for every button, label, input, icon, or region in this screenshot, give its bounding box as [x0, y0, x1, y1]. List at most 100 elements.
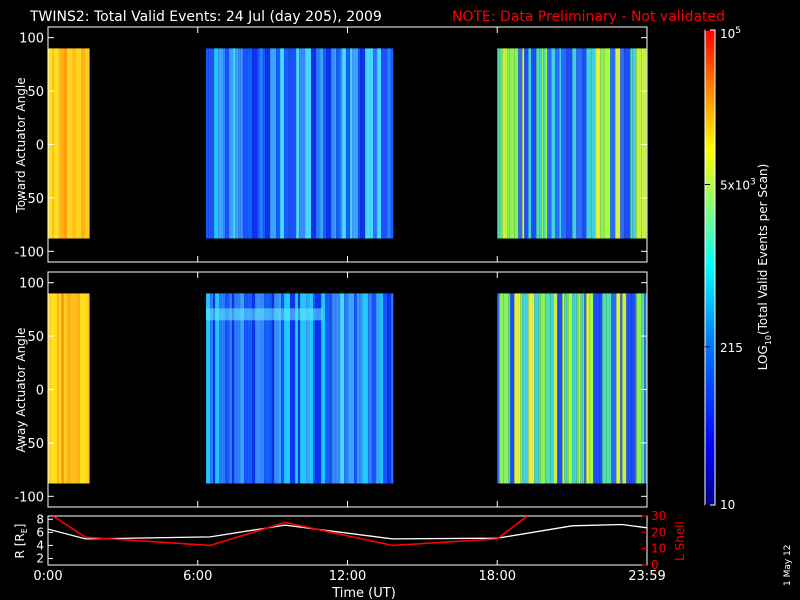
away-streak	[59, 293, 61, 484]
away-streak	[48, 293, 51, 484]
away-streak	[572, 293, 577, 484]
toward-streak	[641, 48, 647, 239]
away-streak	[255, 293, 262, 484]
toward-streak	[280, 48, 285, 239]
away-streak	[557, 293, 563, 484]
toward-streak	[360, 48, 366, 239]
away-data-block	[497, 293, 648, 484]
ephemeris-frame	[47, 515, 648, 566]
away-streak	[636, 293, 642, 484]
away-streak	[534, 293, 539, 484]
toward-streak	[87, 48, 90, 239]
away-streak	[514, 293, 521, 484]
toward-data-block	[497, 48, 648, 239]
toward-streak	[522, 48, 525, 239]
toward-streak	[561, 48, 567, 239]
away-streak	[599, 293, 603, 484]
toward-streak	[545, 48, 548, 239]
away-streak	[270, 293, 273, 484]
r-ytick-label: 8	[36, 512, 44, 526]
away-streak	[348, 293, 355, 484]
away-streak	[278, 293, 282, 484]
toward-streak	[247, 48, 253, 239]
time-xtick-label: 23:59	[628, 569, 665, 584]
toward-streak	[600, 48, 605, 239]
plot-title: TWINS2: Total Valid Events: 24 Jul (day …	[29, 9, 382, 25]
toward-streak	[276, 48, 281, 239]
toward-streak	[240, 48, 244, 239]
toward-streak	[509, 48, 515, 239]
toward-streak	[235, 48, 239, 239]
away-streak	[589, 293, 594, 484]
toward-streak	[499, 48, 503, 239]
away-data-block	[206, 293, 394, 484]
toward-streak	[591, 48, 596, 239]
toward-streak	[543, 48, 546, 239]
r-axis-label-text: R [R	[13, 533, 27, 558]
toward-streak	[572, 48, 577, 239]
toward-streak	[365, 48, 371, 239]
footer-date: 1 May 12	[783, 544, 793, 586]
toward-streak	[316, 48, 321, 239]
away-streak	[264, 293, 271, 484]
toward-streak	[636, 48, 642, 239]
away-streak	[306, 293, 310, 484]
toward-streak	[257, 48, 260, 239]
toward-streak	[391, 48, 394, 239]
colorbar-label: LOG10(Total Valid Events per Scan)	[756, 164, 773, 371]
toward-streak	[284, 48, 289, 239]
away-ytick-label: 0	[36, 384, 44, 399]
toward-streak	[528, 48, 532, 239]
away-streak	[611, 293, 617, 484]
toward-ytick-label: 50	[27, 85, 44, 100]
away-streak	[206, 293, 211, 484]
toward-streak	[331, 48, 335, 239]
toward-streak	[72, 48, 76, 239]
toward-streak	[497, 48, 500, 239]
toward-streak	[518, 48, 523, 239]
time-axis-label: Time (UT)	[331, 586, 396, 600]
away-streak	[300, 293, 307, 484]
away-streak	[568, 293, 573, 484]
lshell-line	[52, 516, 528, 547]
r-ytick-label: 2	[36, 551, 44, 565]
r-ytick-label: 6	[36, 525, 44, 539]
toward-ytick-label: -100	[14, 245, 44, 260]
away-streak	[359, 293, 363, 484]
toward-streak	[346, 48, 351, 239]
away-streak	[540, 293, 546, 484]
away-streak	[380, 293, 384, 484]
toward-streak	[229, 48, 234, 239]
toward-streak	[632, 48, 637, 239]
toward-streak	[60, 48, 64, 239]
away-streak	[215, 293, 220, 484]
away-streak	[225, 293, 230, 484]
away-streak	[86, 293, 88, 484]
away-streak	[376, 293, 381, 484]
away-axis-label: Away Actuator Angle	[14, 327, 28, 452]
away-streak	[332, 293, 336, 484]
toward-streak	[233, 48, 236, 239]
toward-heatmap-panel: 100 50 0 -50 -100	[14, 26, 648, 263]
away-streak	[562, 293, 565, 484]
away-streak	[520, 293, 523, 484]
away-streak	[67, 293, 71, 484]
away-streak	[602, 293, 607, 484]
time-xtick-label: 18:00	[479, 569, 516, 584]
away-streak	[357, 293, 360, 484]
toward-streak	[334, 48, 337, 239]
lshell-ytick-label: 20	[651, 525, 666, 539]
away-streak	[298, 293, 301, 484]
toward-streak	[373, 48, 376, 239]
away-streak	[284, 293, 291, 484]
colorbar-gradient	[705, 30, 715, 505]
away-streak	[550, 293, 554, 484]
toward-streak	[582, 48, 587, 239]
away-streak	[354, 293, 358, 484]
colorbar: 10 215 5x103 105	[704, 26, 756, 512]
toward-streak	[576, 48, 583, 239]
toward-streak	[265, 48, 271, 239]
toward-streak	[263, 48, 266, 239]
away-streak	[252, 293, 256, 484]
toward-streak	[377, 48, 382, 239]
